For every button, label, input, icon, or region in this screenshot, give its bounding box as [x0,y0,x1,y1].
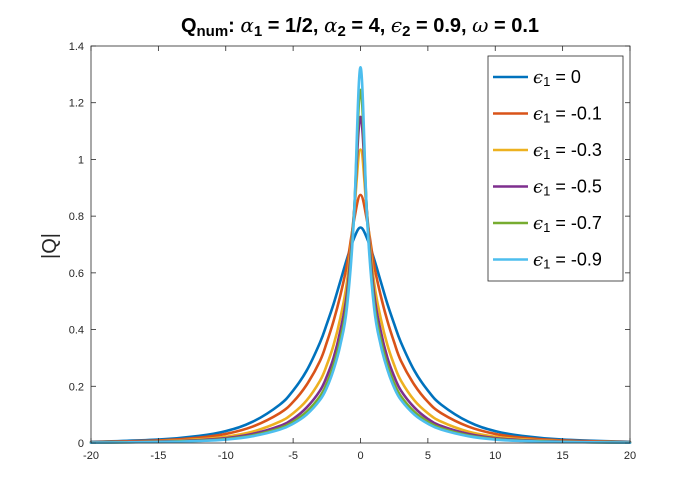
title-part: : [228,15,240,37]
x-tick-label: -20 [83,450,99,462]
legend-box [487,55,624,282]
y-tick-label: 0.8 [69,211,84,223]
legend-subscript: 1 [543,184,550,199]
legend-value: = -0.1 [550,104,602,124]
title-part: Q [181,15,197,37]
x-tick-label: -10 [218,450,234,462]
y-tick-labels: 0 0.2 0.4 0.6 0.8 1 1.2 1.4 [69,41,84,450]
series-line [89,193,632,444]
x-tick-labels: -20 -15 -10 -5 0 5 10 15 20 [83,450,636,462]
title-part: 2 [337,23,345,40]
legend-symbol: ϵ [533,213,543,234]
series-line [89,148,632,444]
legend-value: = -0.9 [550,250,602,270]
legend-subscript: 1 [543,147,550,162]
legend-value: = -0.7 [550,213,602,233]
y-tick-label: 0.6 [69,268,84,280]
legend-entry-label: ϵ1 = -0.5 [533,177,602,199]
title-part: num [197,23,229,40]
legend-subscript: 1 [543,74,550,89]
title-part: = 1/2, [262,15,324,37]
x-tick-label: 15 [557,450,569,462]
chart-title: Qnum: α1 = 1/2, α2 = 4, ϵ2 = 0.9, ω = 0.… [181,13,539,40]
legend-value: = -0.3 [550,140,602,160]
title-part: 1 [254,23,262,40]
title-part: = 4, [346,15,391,37]
x-tick-label: 0 [357,450,363,462]
legend-symbol: ϵ [533,250,543,271]
series-line [89,115,632,444]
legend-entry-label: ϵ1 = -0.9 [533,250,602,272]
legend-value: = -0.5 [550,177,602,197]
y-tick-label: 0 [78,438,84,450]
title-part: α [324,13,338,37]
y-tick-label: 1.2 [69,98,84,110]
legend-symbol: ϵ [533,104,543,125]
legend-symbol: ϵ [533,177,543,198]
x-tick-label: -5 [288,450,298,462]
legend-entry-label: ϵ1 = -0.7 [533,213,602,235]
y-tick-label: 0.4 [69,325,84,337]
title-part: = 0.9, [410,15,472,37]
series-lines [89,65,632,445]
legend-symbol: ϵ [533,140,543,161]
y-tick-label: 1 [78,154,84,166]
tick-marks [90,45,631,444]
y-tick-label: 1.4 [69,41,84,53]
legend-entry-label: ϵ1 = -0.1 [533,104,602,126]
legend-subscript: 1 [543,111,550,126]
legend-value: = 0 [550,67,581,87]
legend: ϵ1 = 0ϵ1 = -0.1ϵ1 = -0.3ϵ1 = -0.5ϵ1 = -0… [487,55,624,282]
y-tick-label: 0.2 [69,381,84,393]
x-tick-label: 20 [624,450,636,462]
title-part: ω [472,13,488,37]
legend-subscript: 1 [543,257,550,272]
title-part: α [240,13,254,37]
legend-entry-label: ϵ1 = -0.3 [533,140,602,162]
legend-symbol: ϵ [533,67,543,88]
x-tick-label: 10 [489,450,501,462]
y-axis-label: |Q| [39,233,61,259]
title-part: ϵ [391,13,402,37]
legend-subscript: 1 [543,220,550,235]
title-part: 2 [402,23,410,40]
x-tick-label: 5 [425,450,431,462]
series-line [89,65,632,445]
title-part: = 0.1 [488,15,539,37]
series-line [89,226,632,444]
x-tick-label: -15 [150,450,166,462]
legend-entry-label: ϵ1 = 0 [533,67,581,89]
